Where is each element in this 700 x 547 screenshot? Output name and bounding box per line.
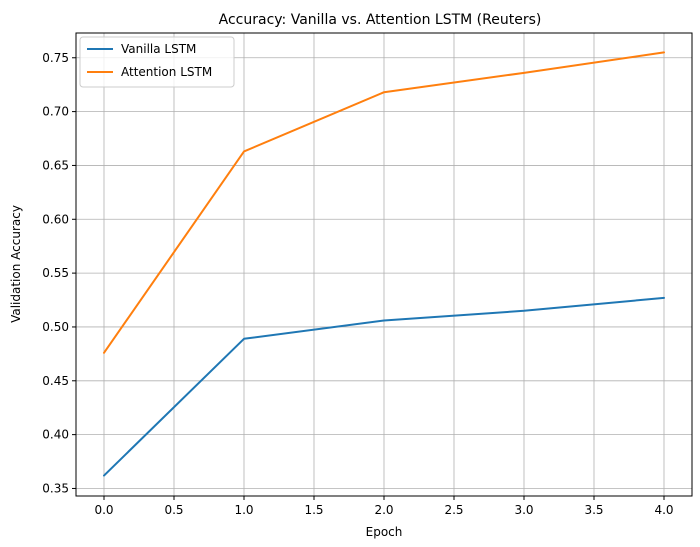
x-tick-label: 1.5 — [304, 503, 323, 517]
y-tick-label: 0.40 — [42, 428, 69, 442]
y-tick-label: 0.60 — [42, 212, 69, 226]
x-tick-label: 3.0 — [514, 503, 533, 517]
series-line-vanilla — [103, 296, 665, 477]
legend-label-vanilla: Vanilla LSTM — [121, 42, 196, 56]
series-layer — [103, 51, 665, 477]
series-line-attention — [103, 51, 665, 354]
legend-label-attention: Attention LSTM — [121, 65, 212, 79]
y-tick-label: 0.45 — [42, 374, 69, 388]
y-tick-label: 0.75 — [42, 51, 69, 65]
y-tick-label: 0.55 — [42, 266, 69, 280]
y-axis-label: Validation Accuracy — [9, 205, 23, 323]
x-tick-label: 2.5 — [444, 503, 463, 517]
x-axis-label: Epoch — [366, 525, 403, 539]
x-tick-label: 0.0 — [94, 503, 113, 517]
y-tick-label: 0.65 — [42, 158, 69, 172]
x-tick-label: 0.5 — [164, 503, 183, 517]
legend: Vanilla LSTM Attention LSTM — [79, 36, 235, 88]
x-tick-label: 4.0 — [654, 503, 673, 517]
y-tick-label: 0.35 — [42, 481, 69, 495]
legend-box — [79, 36, 235, 88]
x-tick-label: 3.5 — [584, 503, 603, 517]
chart-title: Accuracy: Vanilla vs. Attention LSTM (Re… — [219, 12, 542, 28]
x-tick-label: 2.0 — [374, 503, 393, 517]
grid — [76, 33, 692, 496]
y-tick-label: 0.70 — [42, 105, 69, 119]
x-tick-label: 1.0 — [234, 503, 253, 517]
y-tick-label: 0.50 — [42, 320, 69, 334]
ticks: 0.0 0.5 1.0 1.5 2.0 2.5 3.0 3.5 4.0 0.35 0.40 0.45 0… — [42, 51, 673, 517]
